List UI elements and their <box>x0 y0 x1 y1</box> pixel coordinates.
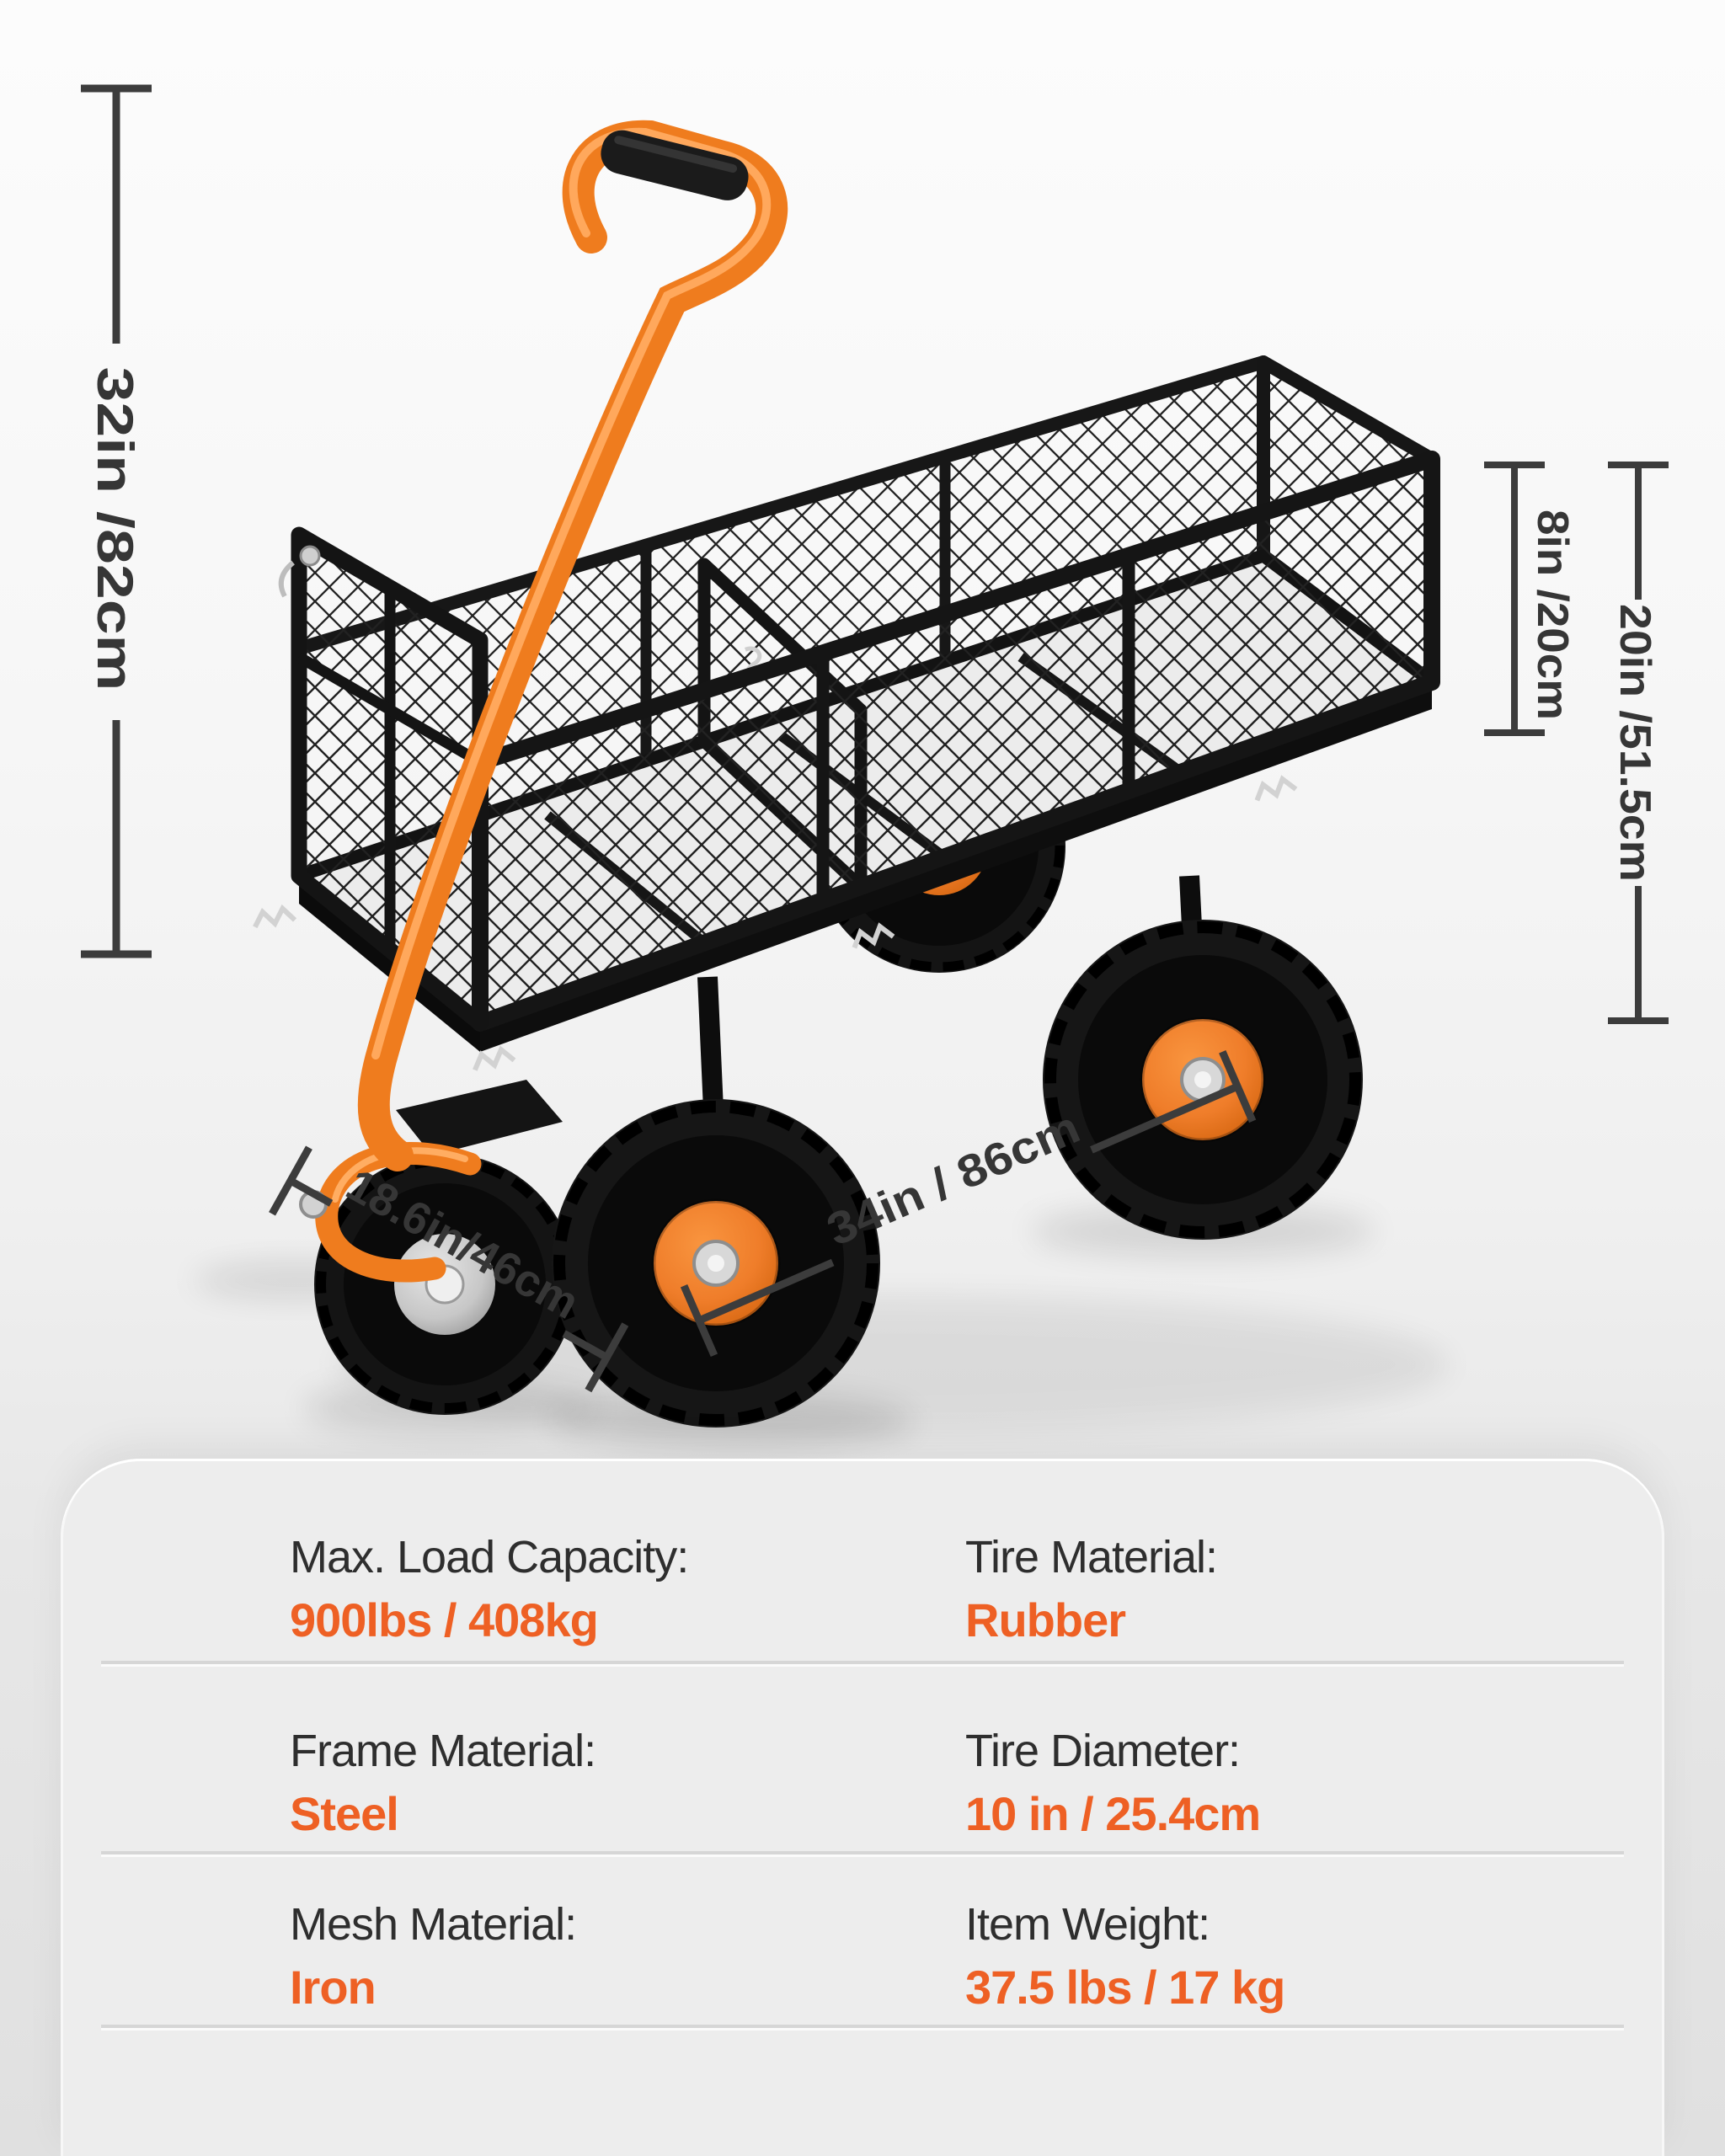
dimension-mesh-side-height-label: 8in /20cm <box>1528 510 1577 720</box>
pull-handle <box>357 120 788 1171</box>
wheel-rear-near <box>1043 920 1363 1240</box>
dimension-overall-height-label: 32in /82cm <box>87 367 143 691</box>
spec-label-frame-material: Frame Material: <box>290 1726 596 1776</box>
latch-hooks <box>253 775 1298 1071</box>
spec-label-tire-diameter: Tire Diameter: <box>965 1726 1241 1776</box>
spec-label-max-load-capacity: Max. Load Capacity: <box>290 1532 689 1582</box>
spec-divider-2 <box>101 1851 1624 1854</box>
spec-value-mesh-material: Iron <box>290 1961 377 2014</box>
wheel-front-near <box>552 1099 880 1428</box>
spec-divider-3 <box>101 2025 1624 2028</box>
spec-value-tire-diameter: 10 in / 25.4cm <box>965 1787 1261 1840</box>
handle-grip <box>601 130 749 200</box>
dimension-height-to-side-top: 20in /51.5cm <box>1608 462 1669 1024</box>
spec-card: Max. Load Capacity: 900lbs / 408kg Tire … <box>61 1459 1664 2156</box>
spec-divider-1 <box>101 1661 1624 1664</box>
spec-value-max-load-capacity: 900lbs / 408kg <box>290 1593 599 1646</box>
spec-label-item-weight: Item Weight: <box>965 1899 1210 1950</box>
spec-label-tire-material: Tire Material: <box>965 1532 1218 1582</box>
dimension-overall-height: 32in /82cm <box>81 84 152 958</box>
spec-value-item-weight: 37.5 lbs / 17 kg <box>965 1961 1285 2014</box>
cart-diagram: 32in /82cm 8in /20cm 20in /51.5cm 18.6in… <box>81 84 1669 1449</box>
dimension-mesh-side-height: 8in /20cm <box>1484 462 1577 736</box>
dimension-height-to-side-top-label: 20in /51.5cm <box>1610 604 1659 882</box>
cart-front-panel <box>278 526 489 1032</box>
spec-value-tire-material: Rubber <box>965 1593 1126 1646</box>
spec-value-frame-material: Steel <box>290 1787 399 1840</box>
spec-label-mesh-material: Mesh Material: <box>290 1899 577 1950</box>
